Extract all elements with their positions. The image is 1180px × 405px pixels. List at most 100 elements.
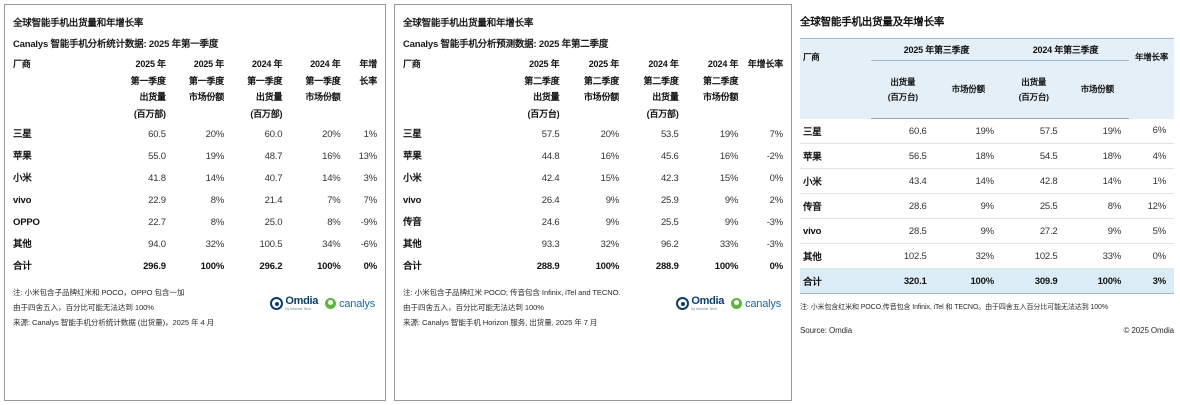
table-q1-head: 厂商 2025 年 第一季度 出货量 (百万部) 2025 年 第一季度 市场份…: [13, 56, 377, 124]
canalys-circle-icon: [325, 298, 337, 310]
row-cell: 9%: [934, 218, 1002, 244]
row-cell: 16%: [600, 151, 620, 162]
row-vendor: 三星: [403, 129, 422, 140]
footnote-line: 由于四舍五入，百分比可能无法达到 100%: [13, 303, 154, 312]
table-q2: 厂商 2025 年 第二季度 出货量 (百万台) 2025 年 第二季度 市场份…: [403, 56, 783, 278]
table-omdia-head: 厂商 2025 年第三季度 2024 年第三季度 年增长率 出货量 (百万台) …: [800, 38, 1174, 119]
total-cell: 100%: [200, 261, 225, 272]
table-row: 苹果 44.8 16% 45.6 16% -2%: [403, 146, 783, 168]
row-cell: 9%: [934, 193, 1002, 219]
q1-col-growth: 年增 长率: [359, 59, 377, 86]
canalys-logo: canalys: [731, 298, 781, 310]
footnote-line: 由于四舍五入，百分比可能无法达到 100%: [403, 303, 544, 312]
row-cell: 102.5: [1001, 243, 1066, 269]
total-label: 合计: [403, 261, 422, 272]
row-cell: 33%: [1065, 243, 1130, 269]
row-vendor: 小米: [403, 173, 422, 184]
row-cell: 22.7: [148, 217, 166, 228]
total-cell: 296.9: [143, 261, 166, 272]
table-row: 苹果 56.5 18% 54.5 18% 4%: [800, 143, 1174, 169]
row-cell: 55.0: [148, 151, 166, 162]
row-cell: 20%: [322, 129, 341, 140]
table-q2-header-row: 厂商 2025 年 第二季度 出货量 (百万台) 2025 年 第二季度 市场份…: [403, 56, 783, 124]
row-cell: -6%: [360, 239, 377, 250]
panel-q2-subtitle: Canalys 智能手机分析预测数据: 2025 年第二季度: [403, 39, 609, 50]
q2-col-vendor: 厂商: [403, 59, 421, 69]
row-cell: 9%: [605, 195, 620, 206]
row-cell: 42.8: [1001, 168, 1066, 194]
row-vendor: 苹果: [800, 143, 872, 169]
row-cell: 20%: [600, 129, 620, 140]
q1-col-ship-2024: 2024 年 第一季度 出货量 (百万部): [247, 59, 283, 119]
panel-q1-subtitle: Canalys 智能手机分析统计数据: 2025 年第一季度: [13, 39, 219, 50]
row-cell: 25.5: [1001, 193, 1066, 219]
row-cell: 25.5: [660, 217, 679, 228]
table-row: 传音 28.6 9% 25.5 8% 12%: [800, 193, 1174, 219]
total-cell: 320.1: [871, 268, 935, 294]
total-label: 合计: [13, 261, 32, 272]
row-cell: 57.5: [1001, 118, 1066, 144]
footnote-line: 来源: Canalys 智能手机分析统计数据 (出货量)，2025 年 4 月: [13, 318, 215, 327]
row-cell: -3%: [766, 239, 783, 250]
row-cell: 1%: [363, 129, 378, 140]
row-vendor: vivo: [403, 195, 422, 206]
row-cell: -3%: [766, 217, 783, 228]
row-cell: 45.6: [660, 151, 679, 162]
row-cell: 28.6: [871, 193, 935, 219]
panel-omdia-q3: 全球智能手机出货量及年增长率 厂商 2025 年第三季度 2024 年第三季度 …: [800, 14, 1174, 394]
row-cell: 40.7: [264, 173, 283, 184]
row-cell: 42.4: [541, 173, 560, 184]
row-cell: 60.6: [871, 118, 935, 144]
row-cell: 32%: [934, 243, 1002, 269]
omdia-col-growth: 年增长率: [1129, 38, 1174, 119]
canalys-circle-icon: [731, 298, 743, 310]
panel-q1-title: 全球智能手机出货量和年增长率: [13, 18, 144, 29]
table-q2-body: 三星 57.5 20% 53.5 19% 7% 苹果 44.8 16% 45.6…: [403, 124, 783, 278]
omdia-swirl-icon: [270, 297, 284, 311]
table-row: 其他 93.3 32% 96.2 33% -3%: [403, 234, 783, 256]
table-row: 三星 60.6 19% 57.5 19% 6%: [800, 118, 1174, 144]
row-cell: 43.4: [871, 168, 935, 194]
row-cell: 9%: [1065, 218, 1130, 244]
table-row: 小米 42.4 15% 42.3 15% 0%: [403, 168, 783, 190]
row-cell: 56.5: [871, 143, 935, 169]
footnote-line: 注: 小米包含子品牌红米 POCO; 传音包含 Infinix, iTel an…: [403, 288, 621, 297]
row-cell: 60.0: [264, 129, 283, 140]
omdia-logo: Omdia by Informa Tech: [676, 296, 724, 311]
canalys-wordmark: canalys: [745, 297, 781, 310]
omdia-group-2025: 2025 年第三季度: [871, 38, 1002, 61]
row-cell: 60.5: [148, 129, 166, 140]
row-cell: 28.5: [871, 218, 935, 244]
table-q2-head: 厂商 2025 年 第二季度 出货量 (百万台) 2025 年 第二季度 市场份…: [403, 56, 783, 124]
row-cell: 96.2: [660, 239, 679, 250]
table-row: 其他 94.0 32% 100.5 34% -6%: [13, 234, 377, 256]
logo-group-q2: Omdia by Informa Tech canalys: [676, 296, 781, 311]
table-row: 传音 24.6 9% 25.5 9% -3%: [403, 212, 783, 234]
row-cell: 18%: [1065, 143, 1130, 169]
row-cell: 1%: [1129, 168, 1174, 194]
row-cell: 53.5: [660, 129, 679, 140]
row-vendor: OPPO: [13, 217, 40, 228]
row-cell: 25.0: [264, 217, 283, 228]
table-row: 三星 57.5 20% 53.5 19% 7%: [403, 124, 783, 146]
total-cell: 0%: [363, 261, 378, 272]
row-cell: 102.5: [871, 243, 935, 269]
total-cell: 309.9: [1001, 268, 1066, 294]
row-cell: 34%: [322, 239, 341, 250]
table-row: 小米 43.4 14% 42.8 14% 1%: [800, 168, 1174, 194]
total-cell: 0%: [769, 261, 784, 272]
omdia-logo: Omdia by Informa Tech: [270, 296, 318, 311]
total-cell: 3%: [1129, 268, 1174, 294]
omdia-footnote: 注: 小米包含红米和 POCO,传音包含 Infinix, iTel 和 TEC…: [800, 304, 1108, 311]
row-cell: 33%: [719, 239, 739, 250]
table-row: 苹果 55.0 19% 48.7 16% 13%: [13, 146, 377, 168]
table-q1: 厂商 2025 年 第一季度 出货量 (百万部) 2025 年 第一季度 市场份…: [13, 56, 377, 278]
row-cell: 16%: [719, 151, 739, 162]
total-cell: 100%: [934, 268, 1002, 294]
table-row: 小米 41.8 14% 40.7 14% 3%: [13, 168, 377, 190]
footnote-line: 注: 小米包含子品牌红米和 POCO，OPPO 包含一加: [13, 288, 185, 297]
row-cell: 32%: [600, 239, 620, 250]
q1-col-vendor: 厂商: [13, 59, 31, 69]
row-vendor: 传音: [403, 217, 422, 228]
